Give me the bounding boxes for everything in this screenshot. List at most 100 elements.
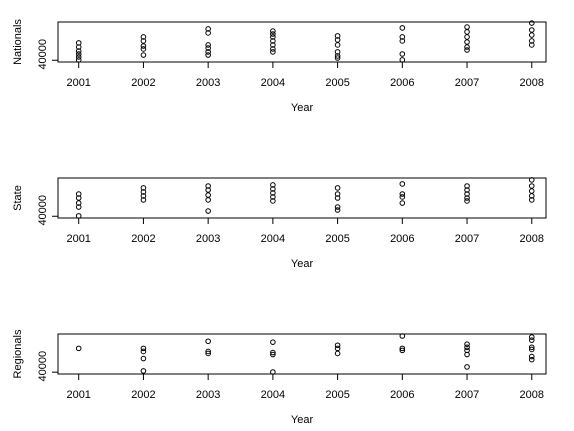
point: [140, 355, 147, 362]
point: [270, 186, 276, 192]
x-tick-label: 2002: [131, 77, 155, 89]
x-tick-label: 2007: [455, 389, 479, 401]
point: [205, 208, 211, 214]
y-axis-label: State: [12, 185, 24, 211]
point: [140, 193, 147, 199]
point: [399, 181, 406, 187]
point: [140, 197, 147, 203]
point: [205, 348, 211, 355]
point: [399, 333, 406, 339]
point: [464, 351, 470, 358]
point: [75, 200, 82, 206]
point: [399, 25, 406, 31]
x-tick-label: 2004: [261, 77, 285, 89]
point: [140, 46, 147, 52]
x-tick-label: 2006: [390, 77, 414, 89]
point: [528, 188, 535, 194]
point: [75, 54, 82, 60]
point: [334, 345, 341, 352]
x-tick-label: 2003: [196, 77, 220, 89]
point: [205, 45, 211, 51]
point: [528, 38, 535, 44]
point: [399, 34, 406, 40]
point: [205, 26, 211, 32]
point: [334, 207, 341, 213]
point: [334, 195, 341, 201]
point: [270, 351, 276, 358]
point: [528, 344, 535, 351]
plot-box: [57, 21, 547, 63]
point: [75, 57, 82, 63]
point: [334, 350, 341, 357]
point: [464, 195, 470, 201]
point: [464, 191, 470, 197]
point: [528, 337, 535, 343]
x-tick-label: 2004: [261, 389, 285, 401]
plot-box: [57, 333, 547, 375]
point: [205, 183, 211, 189]
x-axis-label: Year: [291, 258, 314, 270]
point: [140, 189, 147, 195]
x-axis-label: Year: [291, 102, 314, 114]
point: [270, 198, 276, 204]
point: [140, 52, 147, 58]
point: [464, 34, 470, 40]
point: [75, 44, 82, 50]
point: [205, 52, 211, 58]
point: [140, 345, 147, 352]
point: [270, 34, 276, 40]
point: [334, 42, 341, 48]
point: [75, 191, 82, 197]
point: [464, 344, 470, 351]
x-tick-label: 2006: [390, 389, 414, 401]
x-tick-label: 2001: [66, 77, 90, 89]
point: [140, 348, 147, 355]
point: [399, 200, 406, 206]
x-tick-label: 2002: [131, 233, 155, 245]
point: [334, 342, 341, 349]
x-tick-label: 2005: [325, 233, 349, 245]
point: [528, 356, 535, 363]
y-tick-label: 40000: [37, 351, 49, 382]
point: [75, 51, 82, 57]
point: [75, 204, 82, 210]
point: [528, 197, 535, 203]
point: [464, 341, 470, 347]
y-axis-label: Regionals: [12, 329, 24, 378]
point: [464, 47, 470, 53]
point: [399, 191, 406, 197]
point: [270, 28, 276, 34]
point: [140, 368, 147, 374]
x-tick-label: 2007: [455, 233, 479, 245]
point: [464, 29, 470, 35]
point: [528, 193, 535, 199]
point: [270, 190, 276, 196]
point: [140, 185, 147, 191]
x-tick-label: 2006: [390, 233, 414, 245]
point: [205, 49, 211, 55]
point: [75, 48, 82, 54]
point: [205, 197, 211, 203]
x-axis-label: Year: [291, 414, 314, 426]
point: [270, 182, 276, 188]
point: [205, 350, 211, 357]
point: [334, 49, 341, 55]
point: [528, 27, 535, 33]
y-axis-label: Nationals: [12, 19, 24, 65]
point: [334, 185, 341, 191]
x-tick-label: 2005: [325, 389, 349, 401]
point: [334, 33, 341, 39]
y-tick-label: 40000: [37, 39, 49, 70]
point: [270, 369, 276, 375]
point: [334, 191, 341, 197]
point: [528, 20, 535, 26]
point: [205, 42, 211, 48]
x-tick-label: 2003: [196, 233, 220, 245]
x-tick-label: 2004: [261, 233, 285, 245]
x-tick-label: 2003: [196, 389, 220, 401]
point: [270, 38, 276, 44]
x-tick-label: 2007: [455, 77, 479, 89]
point: [528, 177, 535, 183]
point: [464, 198, 470, 204]
